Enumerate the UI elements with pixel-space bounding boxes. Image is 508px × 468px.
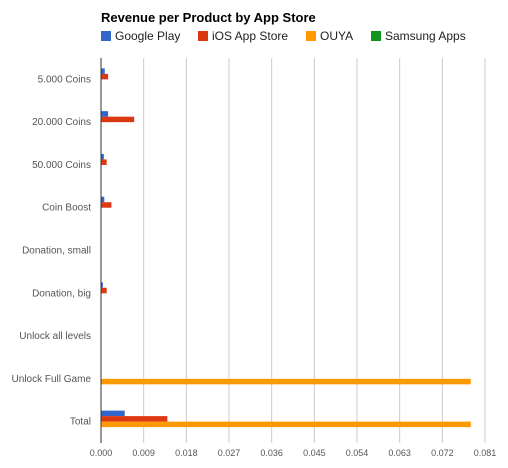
bar-ios-app-store-total	[101, 416, 168, 422]
legend: Google Play iOS App Store OUYA Samsung Apps	[101, 29, 466, 43]
legend-swatch	[306, 31, 316, 41]
legend-item-ios-app-store[interactable]: iOS App Store	[198, 29, 288, 43]
legend-item-google-play[interactable]: Google Play	[101, 29, 180, 43]
bars	[101, 68, 471, 428]
bar-ios-app-store-20-000-coins	[101, 116, 135, 123]
legend-label: Samsung Apps	[385, 29, 466, 43]
legend-item-ouya[interactable]: OUYA	[306, 29, 353, 43]
chart-title: Revenue per Product by App Store	[101, 10, 316, 25]
legend-swatch	[371, 31, 381, 41]
category-label-coin-boost: Coin Boost	[42, 203, 91, 214]
category-label-unlock-all-levels: Unlock all levels	[19, 331, 91, 342]
bar-ios-app-store-coin-boost	[101, 202, 112, 208]
category-label-50-000-coins: 50.000 Coins	[32, 160, 91, 171]
category-label-unlock-full-game: Unlock Full Game	[12, 374, 92, 385]
bar-google-play-50-000-coins	[101, 153, 104, 160]
bar-ios-app-store-50-000-coins	[101, 159, 107, 165]
legend-swatch	[198, 31, 208, 41]
x-tick-label: 0.000	[90, 448, 113, 458]
bar-google-play-coin-boost	[101, 196, 105, 203]
legend-label: OUYA	[320, 29, 353, 43]
bar-ouya-unlock-full-game	[101, 378, 471, 385]
x-tick-label: 0.009	[132, 448, 155, 458]
x-tick-label: 0.081	[474, 448, 497, 458]
x-tick-label: 0.063	[388, 448, 411, 458]
x-tick-label: 0.054	[346, 448, 369, 458]
legend-label: iOS App Store	[212, 29, 288, 43]
bar-ios-app-store-5-000-coins	[101, 73, 109, 80]
gridlines	[143, 58, 486, 443]
bar-google-play-total	[101, 410, 125, 417]
x-tick-label: 0.045	[303, 448, 326, 458]
category-label-donation-big: Donation, big	[32, 288, 91, 299]
x-tick-label: 0.027	[218, 448, 241, 458]
category-label-20-000-coins: 20.000 Coins	[32, 117, 91, 128]
bar-google-play-5-000-coins	[101, 68, 105, 74]
x-tick-label: 0.072	[431, 448, 454, 458]
legend-item-samsung-apps[interactable]: Samsung Apps	[371, 29, 466, 43]
x-tick-labels: 0.000 0.009 0.018 0.027 0.036 0.045 0.054 0.063…	[90, 448, 497, 458]
bar-ios-app-store-donation-big	[101, 287, 107, 294]
legend-label: Google Play	[115, 29, 180, 43]
bar-ouya-total	[101, 421, 471, 428]
category-label-donation-small: Donation, small	[22, 246, 91, 257]
legend-swatch	[101, 31, 111, 41]
category-labels: 5.000 Coins 20.000 Coins 50.000 Coins Coin …	[12, 74, 92, 427]
x-tick-label: 0.018	[175, 448, 198, 458]
bar-google-play-donation-big	[101, 282, 103, 288]
category-label-5-000-coins: 5.000 Coins	[38, 74, 91, 85]
bar-google-play-20-000-coins	[101, 111, 109, 117]
x-tick-label: 0.036	[260, 448, 283, 458]
category-label-total: Total	[70, 417, 91, 428]
